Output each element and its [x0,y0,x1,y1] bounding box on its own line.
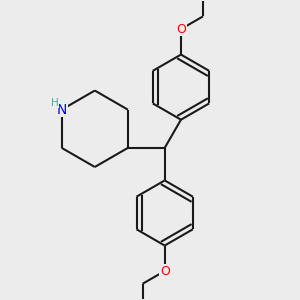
Text: H: H [51,98,58,108]
Text: O: O [160,265,169,278]
Text: O: O [176,22,186,36]
Text: N: N [56,103,67,117]
